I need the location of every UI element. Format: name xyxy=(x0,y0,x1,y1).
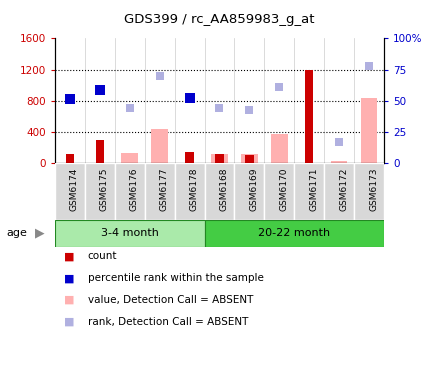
Bar xyxy=(185,152,193,163)
Bar xyxy=(304,70,313,163)
Text: ■: ■ xyxy=(64,273,74,283)
Bar xyxy=(114,163,145,220)
Point xyxy=(96,87,103,93)
Bar xyxy=(215,154,223,163)
Text: GSM6172: GSM6172 xyxy=(339,167,347,211)
Text: 3-4 month: 3-4 month xyxy=(101,228,158,238)
Bar xyxy=(330,161,346,163)
Text: ■: ■ xyxy=(64,251,74,261)
Point xyxy=(156,73,163,79)
Bar xyxy=(174,163,204,220)
Bar xyxy=(145,163,174,220)
Text: GSM6171: GSM6171 xyxy=(309,167,318,211)
Bar xyxy=(264,163,293,220)
Text: age: age xyxy=(7,228,28,238)
Bar xyxy=(66,154,74,163)
Text: ■: ■ xyxy=(64,317,74,327)
Point xyxy=(245,107,252,113)
Text: GSM6168: GSM6168 xyxy=(219,167,228,211)
Bar xyxy=(55,163,85,220)
Text: ▶: ▶ xyxy=(35,227,45,240)
Bar xyxy=(240,154,257,163)
Bar xyxy=(95,140,104,163)
Text: percentile rank within the sample: percentile rank within the sample xyxy=(88,273,263,283)
Text: count: count xyxy=(88,251,117,261)
Point xyxy=(215,105,223,111)
Text: GSM6169: GSM6169 xyxy=(249,167,258,211)
Bar xyxy=(85,163,114,220)
Point xyxy=(275,84,282,90)
Point xyxy=(365,63,372,69)
Bar xyxy=(234,163,264,220)
Bar xyxy=(271,134,287,163)
Bar xyxy=(204,220,383,247)
Text: GSM6177: GSM6177 xyxy=(159,167,168,211)
Bar xyxy=(324,163,353,220)
Text: GSM6170: GSM6170 xyxy=(279,167,288,211)
Bar xyxy=(293,163,324,220)
Bar xyxy=(121,153,138,163)
Bar xyxy=(245,155,253,163)
Text: GSM6173: GSM6173 xyxy=(368,167,377,211)
Bar xyxy=(360,98,377,163)
Text: ■: ■ xyxy=(64,295,74,305)
Point xyxy=(335,139,342,145)
Text: rank, Detection Call = ABSENT: rank, Detection Call = ABSENT xyxy=(88,317,247,327)
Text: GSM6174: GSM6174 xyxy=(70,167,79,211)
Text: GSM6176: GSM6176 xyxy=(129,167,138,211)
Bar xyxy=(353,163,383,220)
Bar xyxy=(204,163,234,220)
Bar xyxy=(151,130,167,163)
Point xyxy=(66,96,73,102)
Text: GSM6178: GSM6178 xyxy=(189,167,198,211)
Text: 20-22 month: 20-22 month xyxy=(258,228,330,238)
Bar xyxy=(55,220,204,247)
Point xyxy=(186,94,193,100)
Text: GSM6175: GSM6175 xyxy=(99,167,109,211)
Bar xyxy=(211,154,227,163)
Text: value, Detection Call = ABSENT: value, Detection Call = ABSENT xyxy=(88,295,253,305)
Point xyxy=(126,105,133,111)
Text: GDS399 / rc_AA859983_g_at: GDS399 / rc_AA859983_g_at xyxy=(124,13,314,26)
